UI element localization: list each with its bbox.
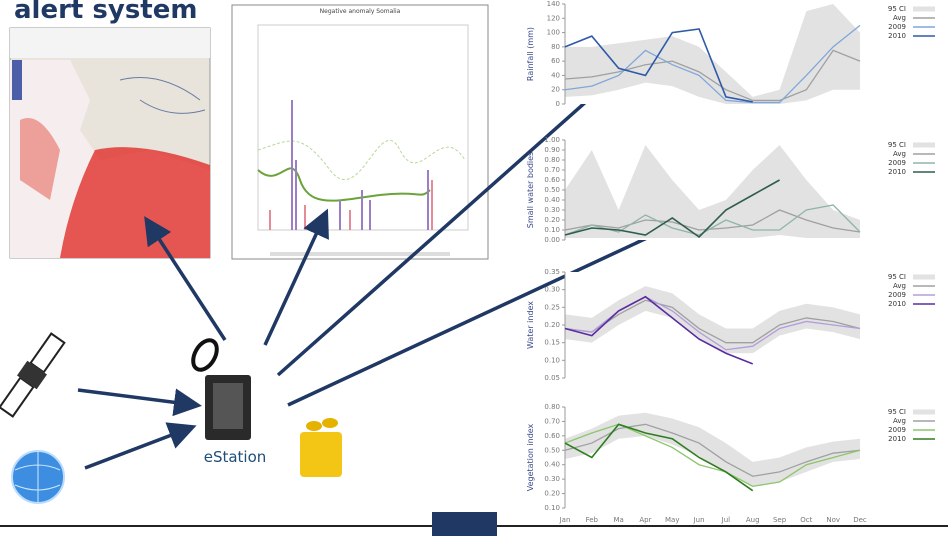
y-axis-label: Small water bodies: [526, 152, 535, 228]
server-icon: [188, 336, 251, 440]
legend-label: 2010: [888, 435, 906, 443]
legend-label: Avg: [893, 417, 906, 425]
legend-swatch: [913, 143, 935, 148]
x-tick-label: Oct: [800, 516, 812, 524]
legend-label: Avg: [893, 282, 906, 290]
y-tick-label: 120: [547, 14, 560, 22]
y-axis-label: Water index: [526, 301, 535, 349]
legend-label: 95 CI: [888, 5, 906, 13]
y-tick-label: 0.70: [544, 417, 560, 425]
y-tick-label: 0.70: [544, 166, 560, 174]
legend-swatch: [913, 275, 935, 280]
y-tick-label: 1.00: [544, 136, 560, 144]
y-tick-label: 0.25: [544, 303, 560, 311]
legend-swatch: [913, 7, 935, 12]
y-tick-label: 0.80: [544, 403, 560, 411]
y-tick-label: 0.05: [544, 374, 560, 382]
y-axis-label: Vegetation index: [526, 423, 535, 491]
x-tick-label: Dec: [853, 516, 867, 524]
x-tick-label: Jul: [721, 516, 731, 524]
legend-swatch: [913, 410, 935, 415]
slide-title: alert system: [14, 0, 197, 25]
station-label: eStation: [204, 448, 267, 466]
legend-label: 2010: [888, 300, 906, 308]
x-tick-label: May: [665, 516, 679, 524]
y-tick-label: 0.10: [544, 504, 560, 512]
y-tick-label: 40: [551, 71, 560, 79]
y-axis-label: Rainfall (mm): [526, 27, 535, 81]
legend-label: 2009: [888, 23, 906, 31]
x-tick-label: Jun: [693, 516, 705, 524]
y-tick-label: 0.10: [544, 226, 560, 234]
y-tick-label: 140: [547, 0, 560, 8]
y-tick-label: 0.50: [544, 186, 560, 194]
x-tick-label: Nov: [826, 516, 840, 524]
x-tick-label: Ma: [613, 516, 623, 524]
page: {"title": "alert system", "station_label…: [0, 0, 948, 539]
y-tick-label: 0.40: [544, 461, 560, 469]
legend-label: 2009: [888, 291, 906, 299]
y-tick-label: 0.20: [544, 490, 560, 498]
x-tick-label: Aug: [746, 516, 760, 524]
y-tick-label: 0.20: [544, 216, 560, 224]
y-tick-label: 0.35: [544, 268, 560, 276]
x-tick-label: Apr: [639, 516, 651, 524]
y-tick-label: 20: [551, 86, 560, 94]
y-tick-label: 0.60: [544, 176, 560, 184]
y-tick-label: 0.20: [544, 321, 560, 329]
legend-label: 2009: [888, 159, 906, 167]
y-tick-label: 80: [551, 43, 560, 51]
legend-label: 2009: [888, 426, 906, 434]
legend-label: 95 CI: [888, 273, 906, 281]
slide: alert system Negative anomaly Somalia: [0, 0, 948, 539]
x-tick-label: Jan: [559, 516, 571, 524]
y-tick-label: 0.00: [544, 236, 560, 244]
footer-block: [432, 512, 497, 536]
y-tick-label: 0.90: [544, 146, 560, 154]
y-tick-label: 0.30: [544, 475, 560, 483]
x-tick-label: Feb: [586, 516, 599, 524]
legend-label: 2010: [888, 32, 906, 40]
map-screenshot: [10, 28, 210, 258]
y-tick-label: 60: [551, 57, 560, 65]
inset-title: Negative anomaly Somalia: [320, 8, 401, 15]
lego-icon: [300, 418, 342, 477]
y-tick-label: 0.50: [544, 446, 560, 454]
y-tick-label: 0.40: [544, 196, 560, 204]
legend-label: 2010: [888, 168, 906, 176]
y-tick-label: 100: [547, 29, 560, 37]
globe-icon: [12, 451, 64, 503]
legend-label: 95 CI: [888, 141, 906, 149]
legend-label: Avg: [893, 150, 906, 158]
y-tick-label: 0.15: [544, 339, 560, 347]
y-tick-label: 0.30: [544, 206, 560, 214]
y-tick-label: 0.30: [544, 286, 560, 294]
y-tick-label: 0: [556, 100, 560, 108]
legend-label: Avg: [893, 14, 906, 22]
legend-label: 95 CI: [888, 408, 906, 416]
satellite-icon: [0, 331, 68, 418]
y-tick-label: 0.60: [544, 432, 560, 440]
y-tick-label: 0.80: [544, 156, 560, 164]
x-tick-label: Sep: [773, 516, 787, 524]
y-tick-label: 0.10: [544, 356, 560, 364]
